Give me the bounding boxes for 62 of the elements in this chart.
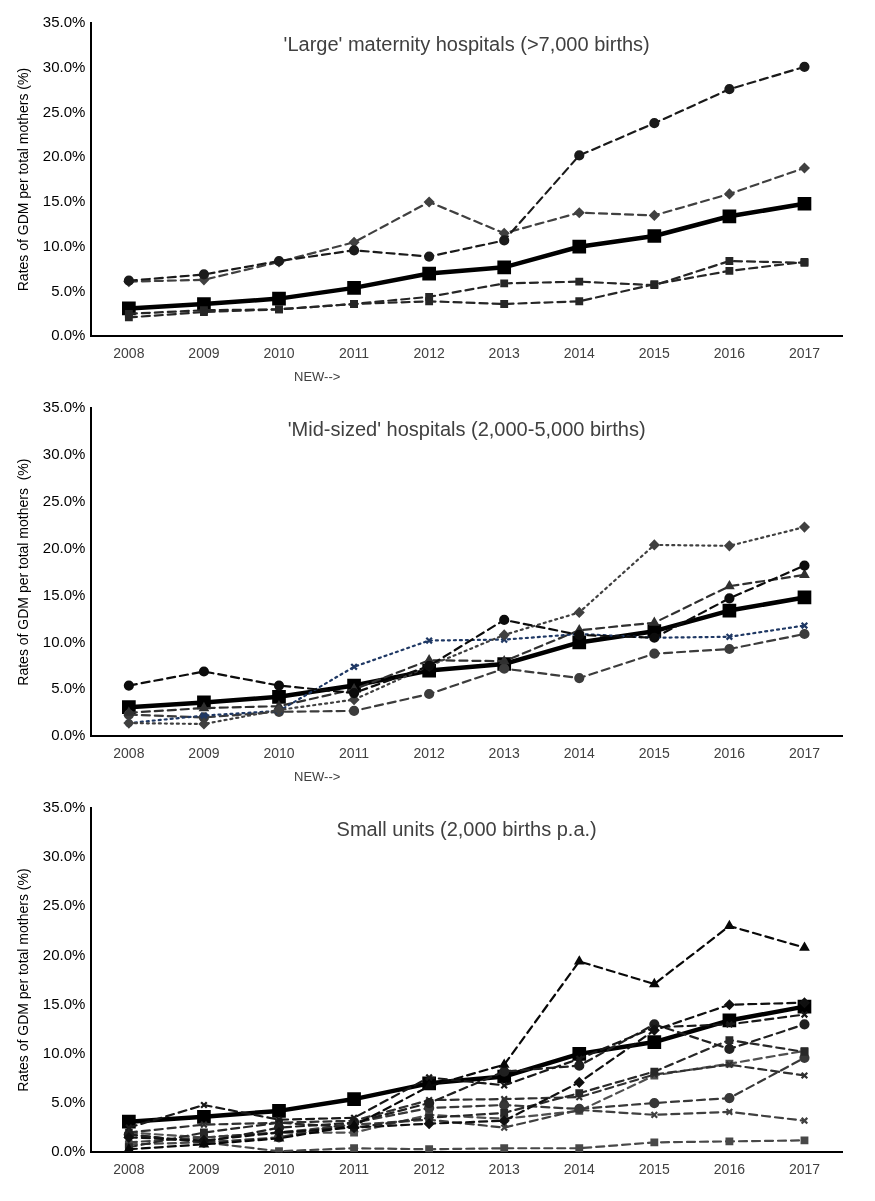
x-tick-label: 2012 (413, 345, 445, 362)
text: NEW--> (294, 769, 341, 785)
x-tick-label: 2014 (563, 1161, 596, 1178)
y-tick-label: 0.0% (51, 1142, 86, 1160)
x-tick-label: 2008 (113, 745, 145, 762)
x-tick-label: 2017 (788, 345, 821, 362)
y-tick-label: 25.0% (42, 491, 86, 509)
x-tick-label: 2011 (339, 345, 370, 362)
x-tick-label: 2010 (263, 1161, 295, 1178)
x-tick-label: 2011 (339, 745, 370, 762)
x-tick-label: 2010 (263, 745, 295, 762)
y-tick-label: 5.0% (51, 281, 86, 299)
x-tick-label: 2011 (339, 1161, 370, 1178)
text: Small units (2,000 births p.a.) (336, 817, 597, 840)
x-tick-label: 2010 (263, 345, 295, 362)
x-tick-label: 2009 (188, 1161, 220, 1178)
y-tick-label: 25.0% (42, 896, 86, 914)
x-tick-label: 2012 (413, 1161, 445, 1178)
y-tick-label: 20.0% (42, 147, 86, 165)
x-tick-label: 2014 (563, 345, 596, 362)
y-tick-label: 30.0% (42, 445, 86, 463)
text: NEW--> (294, 369, 341, 385)
x-tick-label: 2009 (188, 745, 220, 762)
y-tick-label: 0.0% (51, 326, 86, 344)
y-axis-title: Rates of GDM per total mothers (%) (15, 868, 32, 1092)
x-tick-label: 2009 (188, 345, 220, 362)
x-tick-label: 2017 (788, 1161, 821, 1178)
y-tick-label: 20.0% (42, 538, 86, 556)
x-tick-label: 2016 (713, 1161, 746, 1178)
x-tick-label: 2016 (713, 345, 746, 362)
x-tick-label: 2016 (713, 745, 746, 762)
y-tick-label: 35.0% (42, 13, 86, 31)
y-tick-label: 5.0% (51, 679, 86, 697)
y-tick-label: 20.0% (42, 945, 86, 963)
y-axis-title: Rates of GDM per total mothers (%) (15, 67, 32, 292)
y-tick-label: 5.0% (51, 1093, 86, 1111)
y-tick-label: 15.0% (42, 994, 86, 1012)
x-tick-label: 2014 (563, 745, 596, 762)
x-tick-label: 2015 (638, 1161, 671, 1178)
y-tick-label: 0.0% (51, 726, 86, 744)
y-axis-title: Rates of GDM per total mothers (%) (15, 458, 32, 686)
y-tick-label: 30.0% (42, 847, 86, 865)
y-tick-label: 15.0% (42, 585, 86, 603)
x-tick-label: 2015 (638, 345, 671, 362)
x-tick-label: 2013 (488, 345, 520, 362)
y-tick-label: 35.0% (42, 798, 86, 816)
y-tick-label: 35.0% (42, 398, 86, 416)
text: 'Mid-sized' hospitals (2,000-5,000 births) (287, 417, 646, 440)
y-tick-label: 10.0% (42, 236, 86, 254)
y-tick-label: 15.0% (42, 192, 86, 210)
y-tick-label: 25.0% (42, 102, 86, 120)
x-tick-label: 2013 (488, 745, 520, 762)
y-tick-label: 10.0% (42, 1044, 86, 1061)
y-tick-label: 30.0% (42, 57, 86, 75)
text: 'Large' maternity hospitals (>7,000 births) (283, 32, 650, 55)
y-tick-label: 10.0% (42, 632, 86, 650)
x-tick-label: 2008 (113, 345, 145, 362)
x-tick-label: 2013 (488, 1161, 520, 1178)
x-tick-label: 2015 (638, 745, 671, 762)
x-tick-label: 2008 (113, 1161, 145, 1178)
x-tick-label: 2017 (788, 745, 821, 762)
x-tick-label: 2012 (413, 745, 445, 762)
